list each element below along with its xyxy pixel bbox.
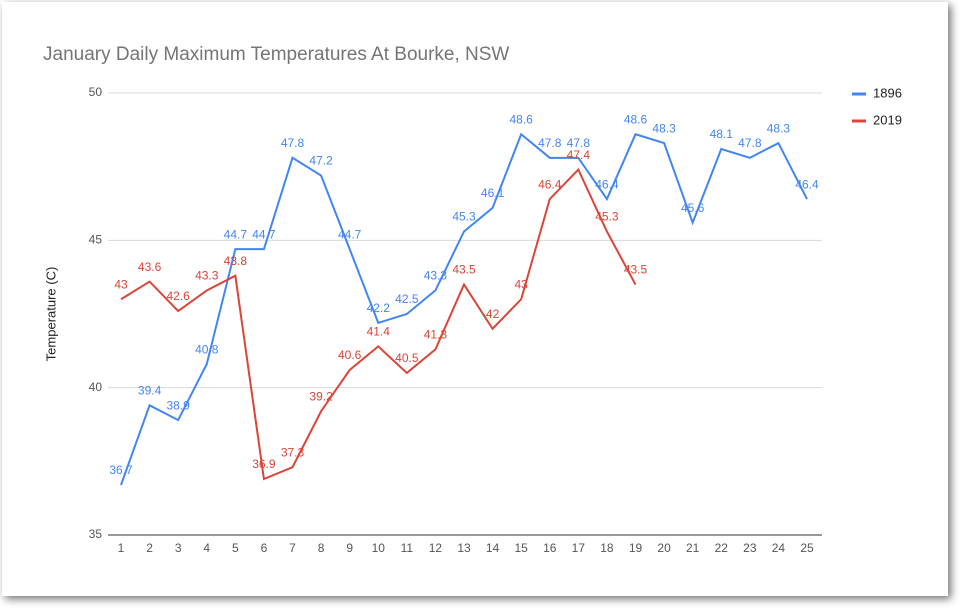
x-tick-label: 9	[346, 541, 353, 555]
x-tick-label: 6	[261, 541, 268, 555]
legend-label: 2019	[873, 112, 902, 127]
y-tick-label: 40	[89, 380, 103, 394]
data-label: 36.7	[109, 463, 133, 477]
data-label: 47.8	[281, 136, 305, 150]
x-tick-label: 8	[318, 541, 325, 555]
data-label: 42.5	[395, 292, 419, 306]
data-label: 43	[114, 277, 128, 291]
x-tick-label: 5	[232, 541, 239, 555]
data-label: 43.5	[452, 263, 476, 277]
x-tick-label: 3	[175, 541, 182, 555]
chart-card	[2, 2, 948, 596]
data-label: 43.5	[624, 263, 648, 277]
data-label: 43.6	[138, 260, 162, 274]
data-label: 36.9	[252, 457, 276, 471]
data-label: 47.8	[538, 136, 562, 150]
x-tick-label: 24	[772, 541, 786, 555]
data-label: 40.6	[338, 348, 362, 362]
data-label: 41.4	[367, 325, 391, 339]
data-label: 44.7	[252, 227, 276, 241]
data-label: 46.4	[538, 177, 562, 191]
y-tick-label: 50	[89, 85, 103, 99]
data-label: 40.8	[195, 342, 219, 356]
x-tick-label: 1	[118, 541, 125, 555]
data-label: 43.3	[424, 269, 448, 283]
x-tick-label: 12	[429, 541, 443, 555]
data-label: 38.9	[166, 398, 190, 412]
data-label: 48.6	[509, 112, 533, 126]
y-tick-label: 35	[89, 527, 103, 541]
x-tick-label: 25	[800, 541, 814, 555]
x-tick-label: 21	[686, 541, 700, 555]
y-axis-label: Temperature (C)	[43, 267, 58, 362]
data-label: 45.6	[681, 201, 705, 215]
data-label: 39.4	[138, 384, 162, 398]
data-label: 47.4	[567, 148, 591, 162]
data-label: 48.1	[710, 127, 734, 141]
data-label: 47.8	[738, 136, 762, 150]
x-tick-label: 23	[743, 541, 757, 555]
data-label: 48.6	[624, 112, 648, 126]
data-label: 46.4	[795, 177, 819, 191]
x-tick-label: 19	[629, 541, 643, 555]
data-label: 37.3	[281, 445, 305, 459]
x-tick-label: 17	[572, 541, 586, 555]
x-tick-label: 20	[657, 541, 671, 555]
x-tick-label: 22	[715, 541, 729, 555]
data-label: 48.3	[652, 121, 676, 135]
data-label: 46.1	[481, 186, 505, 200]
x-tick-label: 4	[203, 541, 210, 555]
series-line	[120, 132, 808, 486]
data-label: 43.8	[224, 254, 248, 268]
x-tick-label: 7	[289, 541, 296, 555]
data-label: 46.4	[595, 177, 619, 191]
x-tick-label: 18	[600, 541, 614, 555]
data-label: 40.5	[395, 351, 419, 365]
legend-label: 1896	[873, 85, 902, 100]
series-line	[120, 167, 637, 481]
data-label: 47.2	[309, 154, 333, 168]
data-label: 47.8	[567, 136, 591, 150]
data-label: 42.2	[367, 301, 391, 315]
data-label: 43.3	[195, 269, 219, 283]
x-tick-label: 16	[543, 541, 557, 555]
y-tick-label: 45	[89, 233, 103, 247]
x-tick-label: 15	[514, 541, 528, 555]
data-label: 39.2	[309, 389, 333, 403]
data-label: 44.7	[338, 227, 362, 241]
data-label: 45.3	[452, 210, 476, 224]
x-tick-label: 11	[401, 541, 414, 555]
data-label: 48.3	[767, 121, 791, 135]
x-tick-label: 13	[457, 541, 471, 555]
data-label: 44.7	[224, 227, 248, 241]
data-label: 45.3	[595, 210, 619, 224]
data-label: 41.3	[424, 328, 448, 342]
x-tick-label: 14	[486, 541, 500, 555]
data-label: 42.6	[166, 289, 190, 303]
x-tick-label: 2	[146, 541, 153, 555]
x-tick-label: 10	[372, 541, 386, 555]
data-label: 42	[486, 307, 500, 321]
chart-title: January Daily Maximum Temperatures At Bo…	[43, 44, 509, 65]
data-label: 43	[514, 277, 528, 291]
